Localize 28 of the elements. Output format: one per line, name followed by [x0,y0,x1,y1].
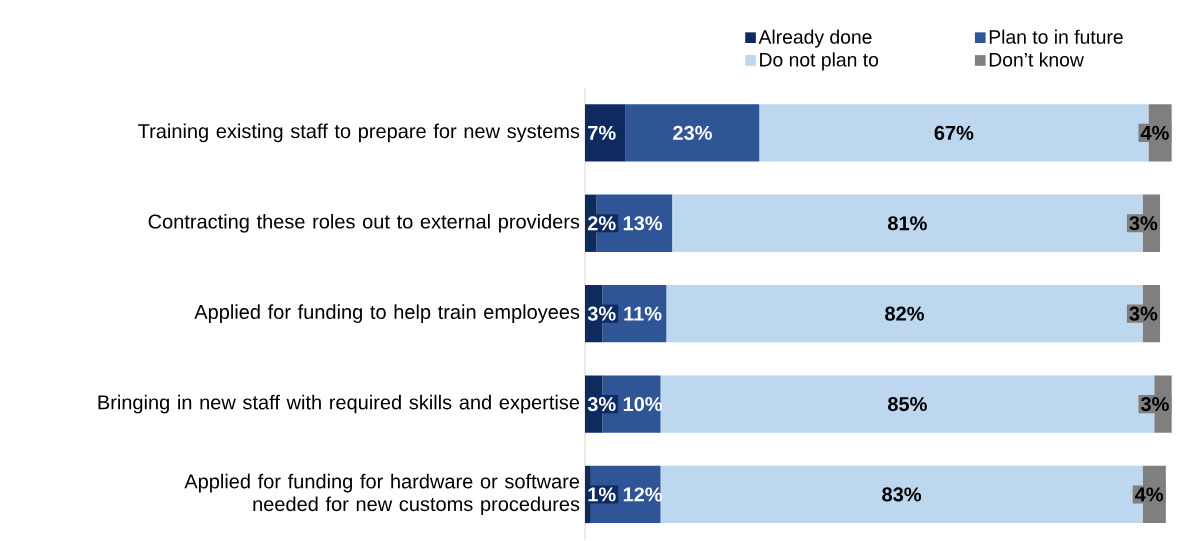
legend-label: Plan to in future [989,29,1123,44]
y-tick-label: Applied for funding for hardware or software needed for new customs procedures [184,473,580,516]
data-label: 81% [888,216,927,231]
y-tick-label: Training existing staff to prepare for new systems [138,123,580,143]
data-label: 83% [882,487,922,502]
data-label: 11% [624,306,662,321]
data-label: 1% [588,487,616,502]
legend-label: Do not plan to [760,52,879,71]
legend-label: Already done [758,29,872,48]
data-label: 7% [588,125,616,140]
y-tick-label: Bringing in new staff with required skills and expertise [98,394,580,414]
data-label: 4% [1140,125,1169,140]
bar [625,104,760,162]
data-label: 13% [623,216,663,231]
data-label: 85% [888,396,927,412]
data-label: 3% [1129,306,1158,321]
legend-label: Don’t know [989,52,1084,67]
data-label: 3% [1129,216,1158,231]
data-label: 82% [885,306,924,321]
data-label: 3% [1140,396,1169,412]
data-label: 4% [1134,487,1164,502]
y-tick-label: Contracting these roles out to external providers [148,213,580,233]
data-label: 2% [587,216,616,231]
data-label: 23% [673,125,712,140]
data-label: 67% [934,125,974,140]
y-tick-label: Applied for funding to help train employees [194,304,580,323]
data-label: 3% [587,306,616,321]
data-label: 3% [587,396,616,412]
